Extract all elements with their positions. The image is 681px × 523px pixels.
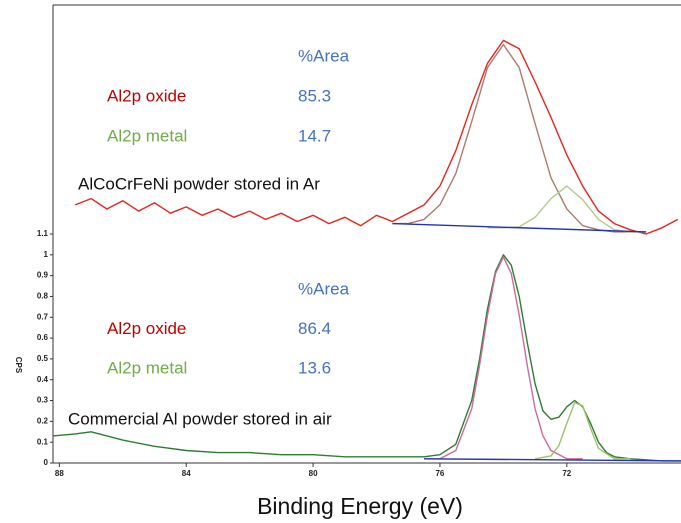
x-tick-label: 88 bbox=[55, 469, 64, 478]
area-value: 86.4 bbox=[298, 319, 331, 338]
x-tick-label: 72 bbox=[562, 469, 571, 478]
area-value: 13.6 bbox=[298, 358, 331, 377]
y-tick-label: 1.1 bbox=[37, 229, 49, 238]
y-tick-label: 0 bbox=[44, 458, 49, 467]
y-tick-label: 0.5 bbox=[37, 354, 49, 363]
area-value: 14.7 bbox=[298, 126, 331, 145]
spectrum-line bbox=[52, 254, 681, 462]
area-header: %Area bbox=[298, 279, 350, 298]
spectrum-line bbox=[424, 256, 583, 460]
y-tick-label: 0.4 bbox=[37, 375, 49, 384]
spectrum-line bbox=[424, 458, 681, 462]
spectrum-line bbox=[392, 43, 647, 233]
y-tick-label: 0.3 bbox=[37, 396, 49, 405]
component-label: Al2p metal bbox=[107, 126, 187, 145]
area-header: %Area bbox=[298, 46, 350, 65]
component-label: Al2p oxide bbox=[107, 86, 186, 105]
sample-label: AlCoCrFeNi powder stored in Ar bbox=[78, 174, 320, 193]
x-tick-label: 84 bbox=[182, 469, 191, 478]
spectrum-line bbox=[74, 39, 679, 235]
component-label: Al2p oxide bbox=[107, 319, 186, 338]
y-tick-label: 0.2 bbox=[37, 416, 49, 425]
y-axis-label: CPS bbox=[14, 357, 23, 374]
spectrum-line bbox=[392, 222, 647, 233]
y-tick-label: 0.6 bbox=[37, 333, 49, 342]
y-tick-label: 0.7 bbox=[37, 312, 49, 321]
x-tick-label: 80 bbox=[309, 469, 318, 478]
y-tick-label: 0.9 bbox=[37, 271, 49, 280]
spectrum-line bbox=[534, 401, 631, 460]
area-value: 85.3 bbox=[298, 86, 331, 105]
x-tick-label: 76 bbox=[435, 469, 444, 478]
x-axis-label: Binding Energy (eV) bbox=[257, 493, 463, 519]
sample-label: Commercial Al powder stored in air bbox=[68, 409, 332, 428]
y-tick-label: 0.8 bbox=[37, 292, 49, 301]
y-tick-label: 1 bbox=[44, 250, 49, 259]
component-label: Al2p metal bbox=[107, 358, 187, 377]
y-tick-label: 0.1 bbox=[37, 437, 49, 446]
